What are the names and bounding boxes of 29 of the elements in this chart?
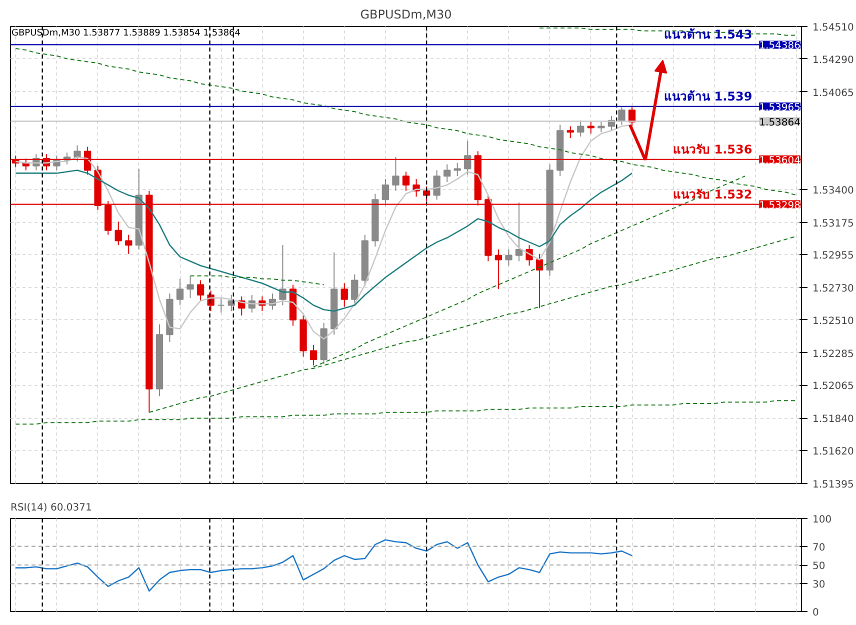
y-tick-label: 0 (812, 608, 819, 618)
annotation: แนวต้าน 1.539 (664, 89, 752, 104)
y-tick-label: 1.53400 (812, 185, 854, 196)
y-tick-label: 70 (812, 542, 826, 554)
y-tick-label: 1.52510 (812, 316, 854, 327)
y-tick-label: 1.51620 (812, 446, 854, 458)
y-tick-label: 1.54510 (812, 22, 854, 34)
y-tick-label: 1.53175 (812, 218, 854, 230)
y-tick-label: 30 (812, 580, 826, 591)
ref-line-label: 1.53298 (759, 200, 801, 212)
y-tick-label: 1.52955 (812, 250, 854, 262)
ref-line-label: 1.53864 (759, 117, 801, 128)
y-tick-label: 1.52730 (812, 284, 854, 295)
chart-title: RSI(14) 60.0371 (10, 502, 92, 514)
y-tick-label: 1.51395 (812, 480, 854, 490)
annotation: แนวต้าน 1.543 (664, 28, 752, 42)
annotation: แนวรับ 1.532 (673, 187, 752, 202)
chart-title: GBPUSDm,M30 (360, 8, 452, 22)
chart-subtitle: GBPUSDm,M30 1.53877 1.53889 1.53854 1.53864 (12, 28, 241, 38)
y-tick-label: 100 (812, 514, 832, 526)
y-tick-label: 1.52285 (812, 348, 854, 360)
ref-line-label: 1.53604 (759, 155, 801, 166)
y-tick-label: 1.52065 (812, 381, 854, 392)
y-tick-label: 1.54065 (812, 88, 854, 99)
annotation: แนวรับ 1.536 (673, 142, 752, 156)
y-tick-label: 1.54290 (812, 54, 854, 66)
ref-line-label: 1.54386 (759, 40, 801, 52)
y-tick-label: 50 (812, 561, 826, 572)
y-tick-label: 1.51840 (812, 414, 854, 426)
